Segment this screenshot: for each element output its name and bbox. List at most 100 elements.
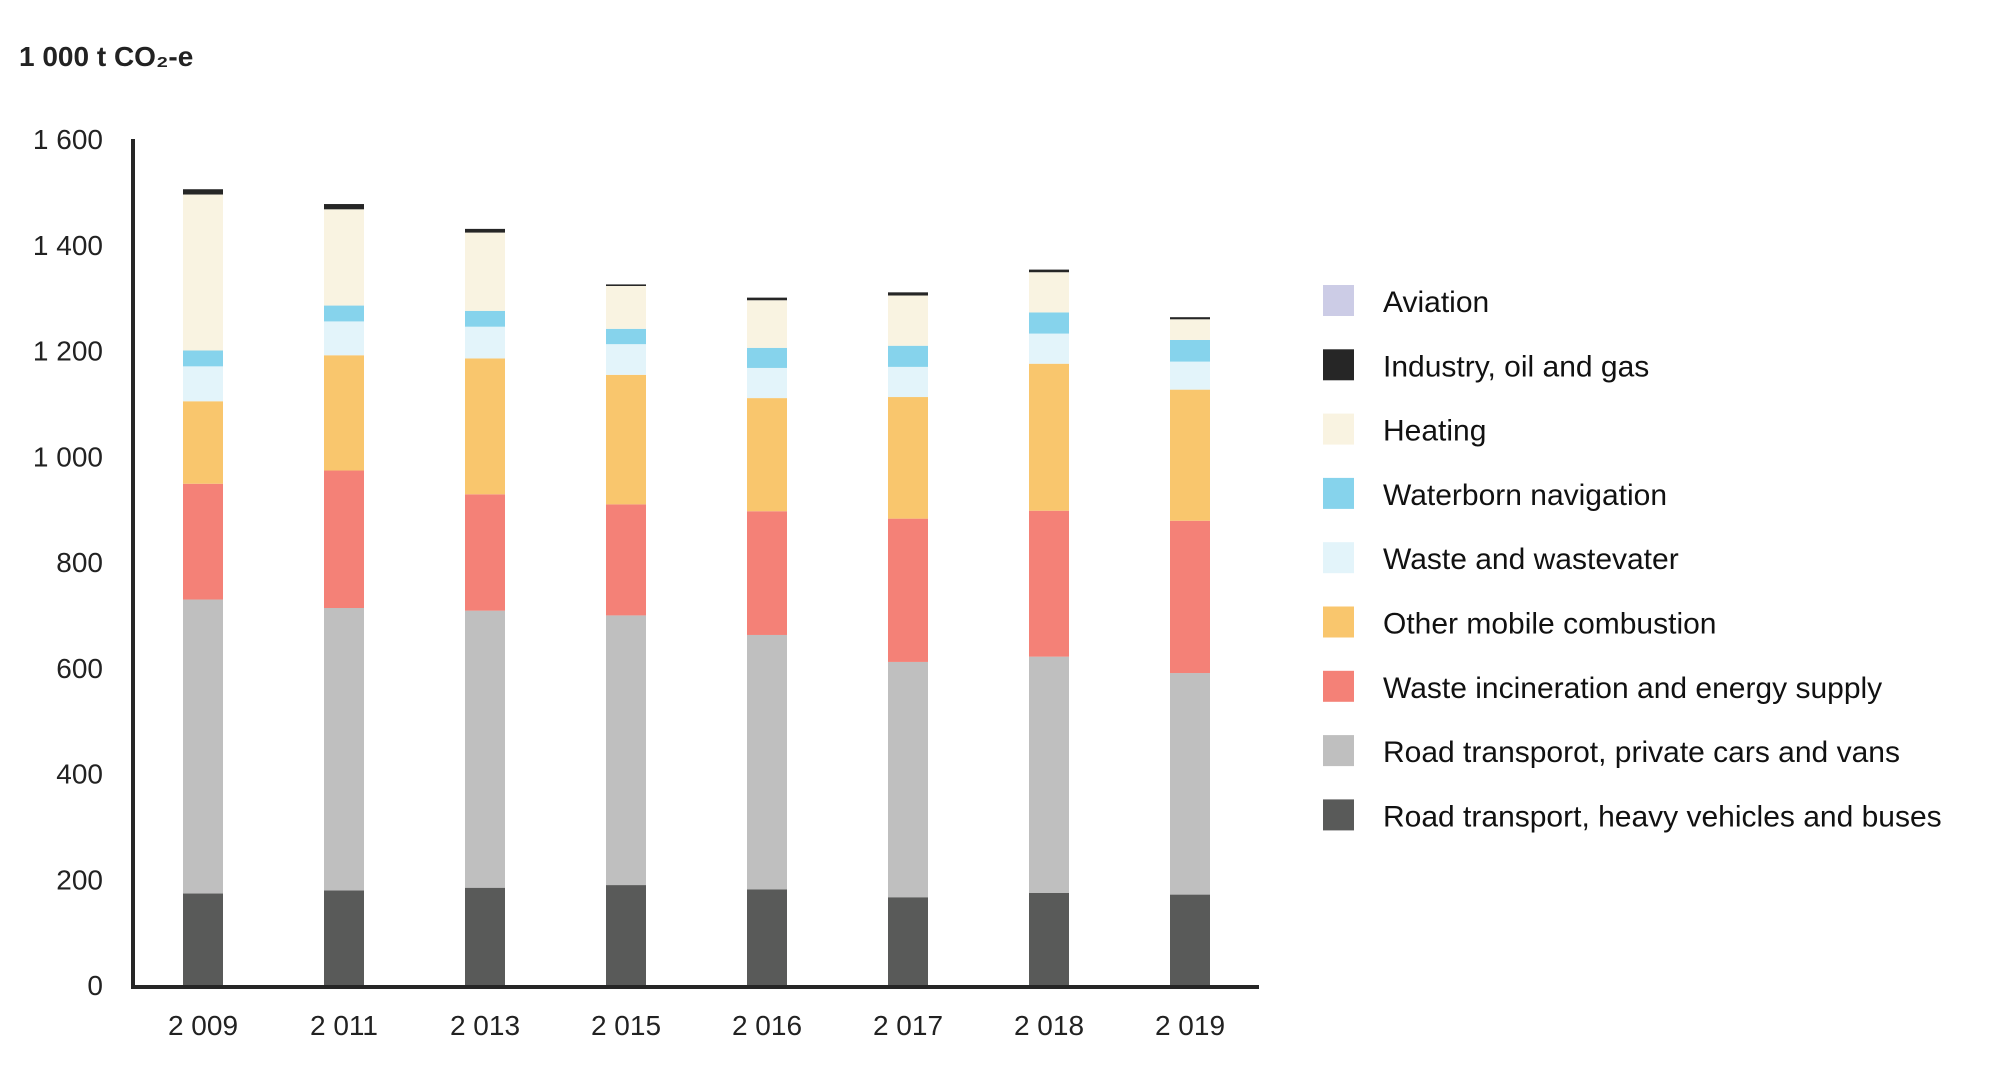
legend-label: Road transport, heavy vehicles and buses [1383,800,1942,833]
legend-label: Waste and wastevater [1383,543,1679,576]
bar-segment [465,228,505,233]
bar-segment [747,511,787,635]
legend-item: Other mobile combustion [1323,606,1717,641]
bar-segment [1170,319,1210,340]
legend-item: Aviation [1323,285,1489,319]
bar-segment [888,518,928,662]
legend-item: Waste incineration and energy supply [1323,670,1882,705]
bar-segment [465,494,505,611]
bar-stack [465,228,505,985]
bar-segment [465,326,505,359]
bar-segment [747,347,787,368]
bar-segment [1029,312,1069,334]
bar-segment [1170,361,1210,390]
bar-segment [324,355,364,471]
legend-item: Heating [1323,413,1486,448]
legend-swatch [1323,670,1354,702]
y-tick-label: 800 [56,547,103,578]
y-tick-label: 1 400 [33,230,103,261]
x-tick-label: 2 019 [1155,1010,1225,1041]
legend-label: Industry, oil and gas [1383,350,1649,383]
y-tick-label: 400 [56,759,103,790]
bar-segment [606,374,646,505]
legend-item: Industry, oil and gas [1323,349,1649,383]
bar-segment [747,634,787,890]
bar-segment [1029,892,1069,985]
bar-segment [465,887,505,985]
y-tick-label: 1 000 [33,441,103,472]
bar-segment [1170,894,1210,985]
legend-label: Waterborn navigation [1383,479,1667,512]
legend-swatch [1323,735,1354,767]
legend-item: Road transport, heavy vehicles and buses [1323,799,1942,833]
bar-segment [606,504,646,616]
bar-segment [183,599,223,894]
bar-segment [606,285,646,329]
bar-segment [747,889,787,985]
chart-title: 1 000 t CO₂-e [19,41,193,72]
bar-segment [1170,520,1210,674]
x-tick-label: 2 011 [310,1010,378,1041]
bar-stack [888,292,928,985]
bar-stack [747,297,787,985]
bar-segment [183,189,223,195]
y-tick-label: 1 200 [33,336,103,367]
bar-segment [1029,510,1069,657]
legend-swatch [1323,285,1354,316]
bar-segment [888,292,928,296]
x-tick-label: 2 016 [732,1010,802,1041]
bars [183,189,1210,985]
legend-label: Aviation [1383,286,1489,319]
legend-item: Waste and wastevater [1323,542,1679,576]
bar-segment [1170,339,1210,362]
bar-segment [1029,333,1069,364]
bar-segment [324,608,364,891]
bar-segment [183,350,223,367]
bar-segment [324,470,364,609]
legend-swatch [1323,799,1354,831]
bar-segment [606,284,646,286]
y-tick-label: 600 [56,653,103,684]
legend-swatch [1323,413,1354,445]
bar-segment [324,321,364,356]
bar-segment [465,310,505,327]
bar-segment [183,194,223,351]
legend-item: Waterborn navigation [1323,477,1667,512]
bar-segment [747,300,787,348]
y-tick-label: 200 [56,864,103,895]
bar-segment [465,358,505,495]
bar-stack [1170,317,1210,985]
bar-segment [465,610,505,888]
legend-swatch [1323,349,1354,381]
legend-item: Road transporot, private cars and vans [1323,735,1900,769]
legend-swatch [1323,542,1354,574]
x-tick-label: 2 015 [591,1010,661,1041]
bar-stack [606,284,646,985]
x-tick-label: 2 013 [450,1010,520,1041]
bar-segment [888,366,928,398]
bar-segment [465,232,505,311]
bar-stack [1029,269,1069,985]
legend-label: Waste incineration and energy supply [1383,672,1882,705]
bar-segment [888,295,928,346]
bar-segment [1029,269,1069,273]
bar-segment [1170,317,1210,320]
bar-segment [1029,272,1069,313]
x-tick-label: 2 017 [873,1010,943,1041]
bar-segment [747,367,787,399]
x-axis-ticks: 2 009 2 011 2 013 2 015 2 016 2 017 2 018 2 019 [168,1010,1225,1041]
x-tick-label: 2 009 [168,1010,238,1041]
bar-segment [747,297,787,301]
bar-segment [606,885,646,985]
bar-segment [747,398,787,512]
bar-segment [1170,389,1210,521]
y-tick-label: 0 [87,970,103,1001]
bar-segment [183,401,223,484]
bar-segment [888,661,928,898]
bar-segment [606,615,646,886]
x-tick-label: 2 018 [1014,1010,1084,1041]
y-axis-ticks: 0 200 400 600 800 1 000 1 200 1 400 1 600 [33,124,103,1001]
bar-segment [888,397,928,519]
legend-label: Road transporot, private cars and vans [1383,736,1900,769]
